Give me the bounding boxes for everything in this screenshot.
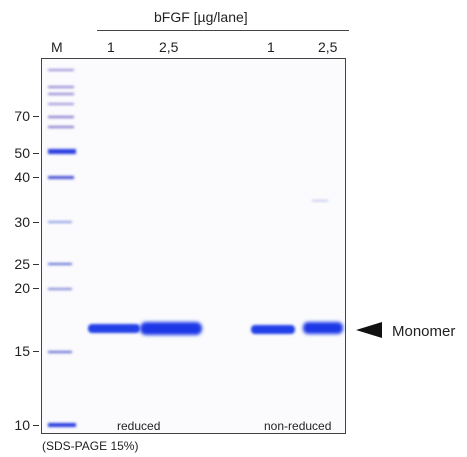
marker-band [48, 221, 72, 223]
marker-band [48, 263, 72, 265]
marker-band [48, 351, 72, 353]
lane-label-reduced-2-5: 2,5 [159, 39, 179, 55]
mw-tick-10 [33, 425, 39, 426]
marker-band [48, 69, 74, 71]
condition-non-reduced: non-reduced [264, 419, 332, 433]
sample-amount-label: bFGF [µg/lane] [154, 9, 248, 25]
band-nonreduced-1 [251, 325, 295, 334]
marker-band [48, 288, 72, 290]
mw-label-40: 40 [14, 169, 30, 185]
marker-band [48, 149, 76, 154]
lane-label-marker: M [51, 39, 63, 55]
mw-tick-30 [33, 222, 39, 223]
marker-band [48, 176, 74, 179]
marker-band [48, 86, 74, 88]
lane-label-reduced-1: 1 [107, 39, 115, 55]
mw-tick-50 [33, 153, 39, 154]
lane-label-nonreduced-1: 1 [267, 39, 275, 55]
band-reduced-1 [88, 324, 140, 333]
marker-band [48, 93, 74, 95]
band-reduced-2-5 [140, 322, 202, 335]
marker-band [48, 126, 74, 128]
arrow-icon [356, 322, 382, 338]
mw-label-50: 50 [14, 145, 30, 161]
sample-bands [88, 200, 343, 335]
mw-label-25: 25 [14, 256, 30, 272]
mw-tick-20 [33, 288, 39, 289]
method-caption: (SDS-PAGE 15%) [42, 439, 139, 453]
mw-tick-70 [33, 116, 39, 117]
mw-label-20: 20 [14, 280, 30, 296]
marker-band [48, 103, 74, 105]
mw-label-15: 15 [14, 343, 30, 359]
marker-ladder [48, 69, 76, 427]
gel-bands [48, 69, 343, 427]
lane-label-nonreduced-2-5: 2,5 [318, 39, 338, 55]
monomer-label: Monomer [392, 323, 456, 340]
gel-image: reduced non-reduced [41, 58, 346, 434]
header-underline [97, 30, 349, 31]
condition-reduced: reduced [117, 419, 161, 433]
faint-band [312, 200, 328, 202]
mw-tick-15 [33, 351, 39, 352]
band-nonreduced-2-5 [303, 322, 343, 334]
marker-band [48, 116, 74, 118]
marker-band [48, 423, 76, 427]
mw-label-10: 10 [14, 417, 30, 433]
mw-label-70: 70 [14, 108, 30, 124]
mw-tick-40 [33, 177, 39, 178]
mw-label-30: 30 [14, 214, 30, 230]
mw-tick-25 [33, 264, 39, 265]
